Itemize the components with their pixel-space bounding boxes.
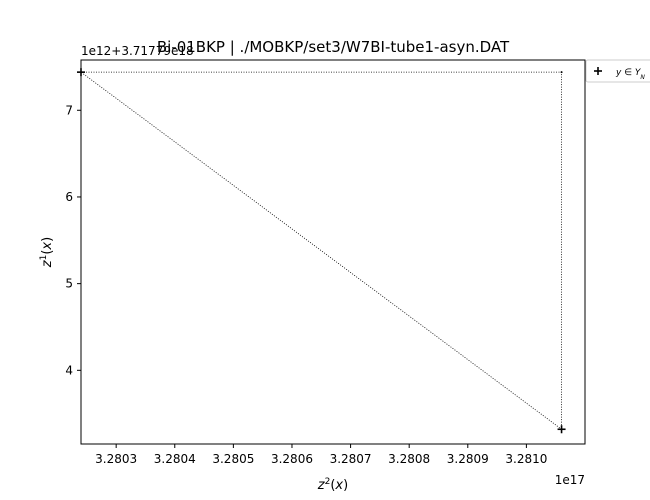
y-offset-label: 1e12+3.71779e18 [81,44,194,58]
y-tick-label: 4 [65,363,73,377]
legend-marker-plus [594,67,602,75]
legend: y ∈ YN [585,59,650,83]
x-tick-label: 3.2807 [330,452,372,466]
x-tick-label: 3.2803 [95,452,137,466]
connector-path [80,71,562,431]
x-tick-label: 3.2804 [154,452,196,466]
legend-box [585,59,650,83]
x-tick-label: 3.2806 [271,452,313,466]
y-axis-ticks: 4 5 6 7 [65,103,81,377]
plot-area [80,59,586,445]
x-tick-label: 3.2805 [212,452,254,466]
data-point-plus [77,68,85,77]
x-offset-label: 1e17 [555,473,585,487]
legend-plus-icon [594,67,602,75]
corner-dot [560,71,563,74]
x-axis-label: z2(x) [317,477,348,493]
y-tick-label: 7 [65,103,73,117]
y-tick-label: 5 [65,277,73,291]
data-points [77,68,566,434]
x-axis-ticks: 3.2803 3.2804 3.2805 3.2806 3.2807 3.2808 3.28… [95,444,547,466]
x-tick-label: 3.2810 [505,452,547,466]
dotted-connector-line [80,71,562,431]
data-point-plus [557,425,566,434]
legend-entry-label: y ∈ YN [615,68,645,81]
chart-title: Bi-01BKP | ./MOBKP/set3/W7BI-tube1-asyn.… [157,38,510,56]
x-tick-label: 3.2808 [388,452,430,466]
y-axis-label: z1(x) [39,237,55,268]
y-tick-label: 6 [65,190,73,204]
x-tick-label: 3.2809 [447,452,489,466]
